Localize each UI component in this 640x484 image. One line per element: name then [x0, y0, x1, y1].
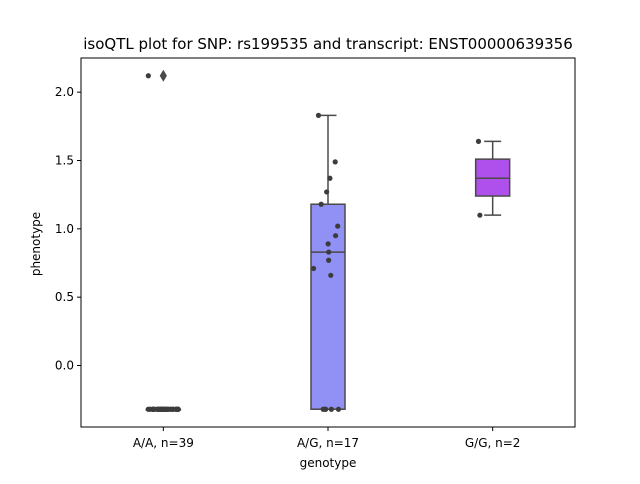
y-tick-label: 1.5	[55, 154, 74, 168]
data-point	[332, 233, 339, 239]
data-point	[315, 112, 322, 118]
data-point	[167, 406, 173, 412]
data-point	[151, 406, 157, 412]
x-tick-label: A/A, n=39	[133, 436, 194, 450]
y-axis-label: phenotype	[29, 212, 43, 276]
data-point	[323, 406, 329, 412]
data-point	[328, 406, 334, 412]
data-point	[335, 223, 341, 229]
y-tick-label: 0.5	[55, 290, 74, 304]
data-point	[159, 406, 166, 412]
y-tick-label: 0.0	[55, 359, 74, 373]
data-point	[332, 159, 338, 165]
chart-title: isoQTL plot for SNP: rs199535 and transc…	[83, 35, 573, 53]
data-point	[475, 138, 482, 144]
data-point	[310, 265, 317, 272]
x-axis-label: genotype	[300, 456, 357, 470]
data-point	[477, 212, 483, 218]
x-tick-label: G/G, n=2	[465, 436, 521, 450]
y-tick-label: 1.0	[55, 222, 74, 236]
data-point	[173, 406, 179, 412]
data-point	[328, 272, 334, 278]
data-point	[324, 189, 330, 195]
data-point	[145, 406, 151, 412]
data-point	[145, 73, 151, 79]
box-2	[310, 203, 346, 410]
outlier-marker	[159, 69, 167, 82]
data-point	[326, 249, 332, 255]
x-tick-label: A/G, n=17	[297, 436, 359, 450]
axes-frame	[80, 57, 576, 428]
y-tick-label: 2.0	[55, 85, 74, 99]
data-point	[327, 175, 333, 181]
data-point	[325, 241, 331, 247]
data-point	[326, 257, 332, 263]
plot-area: 0.0 0.5 1.0 1.5 2.0 A/A, n=39 A/G, n=17 G/G, n=…	[55, 69, 521, 450]
data-point	[318, 201, 324, 207]
data-point	[335, 406, 342, 412]
